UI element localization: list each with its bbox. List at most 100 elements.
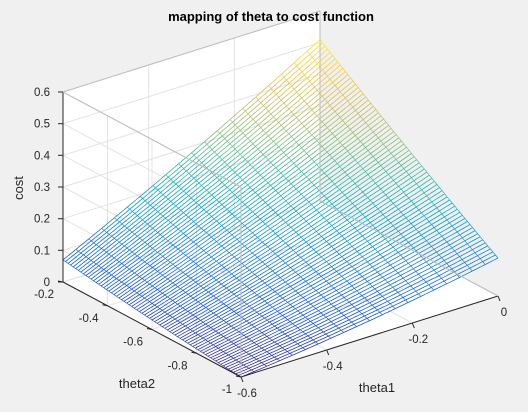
cost-surface[interactable] [62,39,499,378]
surface-mesh-segment [124,268,130,273]
surface-mesh-segment [253,283,259,287]
surface-mesh-segment [378,256,383,260]
surface-mesh-segment [404,250,410,254]
surface-mesh-segment [214,316,219,320]
surface-mesh-segment [254,234,258,238]
surface-mesh-segment [70,261,76,266]
surface-mesh-segment [324,120,330,126]
surface-mesh-segment [381,202,387,207]
surface-mesh-segment [267,282,272,286]
surface-mesh-segment [164,206,170,211]
surface-mesh-segment [272,267,278,272]
surface-mesh-segment [323,312,328,316]
surface-mesh-segment [356,261,361,265]
grid-line-z-back [62,73,321,156]
surface-mesh-segment [342,306,348,310]
surface-mesh-segment [267,300,272,304]
surface-mesh-segment [144,238,150,243]
surface-mesh-segment [289,114,295,119]
surface-mesh-segment [280,258,284,261]
surface-mesh-segment [217,340,222,343]
surface-mesh-segment [216,220,220,224]
surface-mesh-segment [134,287,139,292]
surface-mesh-segment [414,209,420,213]
surface-mesh-segment [212,267,218,272]
surface-mesh-segment [337,301,343,305]
surface-mesh-segment [437,257,442,261]
surface-mesh-segment [145,290,151,294]
surface-mesh-segment [369,115,375,120]
surface-mesh-segment [286,292,292,297]
surface-mesh-segment [295,271,299,275]
surface-mesh-segment [219,336,224,340]
surface-mesh-segment [151,195,157,200]
surface-mesh-segment [363,125,369,130]
surface-mesh-segment [234,191,240,196]
surface-mesh-segment [183,212,187,216]
surface-mesh-segment [256,127,261,132]
surface-mesh-segment [216,318,222,322]
surface-mesh-segment [429,269,435,273]
surface-mesh-segment [139,297,145,302]
surface-mesh-segment [277,181,282,186]
surface-mesh-segment [176,230,182,235]
surface-mesh-segment [275,230,280,234]
surface-mesh-segment [226,356,232,360]
surface-mesh-segment [289,335,295,339]
surface-mesh-segment [379,291,385,295]
surface-mesh-segment [93,242,97,245]
surface-mesh-segment [305,218,311,222]
surface-mesh-segment [248,366,254,369]
surface-mesh-segment [350,295,356,298]
surface-mesh-segment [345,94,350,99]
surface-mesh-segment [435,241,441,245]
surface-mesh-segment [134,294,140,298]
surface-mesh-segment [334,132,340,137]
surface-mesh-segment [379,264,384,268]
surface-mesh-segment [312,140,318,145]
surface-mesh-segment [426,192,432,197]
surface-mesh-segment [311,201,316,206]
surface-mesh-segment [335,189,340,193]
surface-mesh-segment [297,290,303,294]
surface-mesh-segment [256,160,262,165]
surface-mesh-segment [266,275,272,279]
surface-mesh-segment [157,252,161,255]
surface-mesh-segment [137,239,143,244]
surface-mesh-segment [332,297,338,300]
surface-mesh-segment [273,349,279,352]
surface-mesh-segment [466,232,471,236]
surface-mesh-segment [302,297,306,300]
surface-mesh-segment [274,131,280,136]
surface-mesh-segment [185,306,190,310]
surface-mesh-segment [205,289,209,293]
surface-mesh-segment [193,218,199,222]
surface-mesh-segment [206,256,212,261]
surface-mesh-segment [248,338,252,342]
grid-line-y-floor [107,224,365,307]
surface-mesh-segment [264,317,268,321]
surface-mesh-segment [249,103,255,108]
surface-mesh-segment [364,235,370,239]
surface-mesh-segment [280,214,286,218]
surface-mesh-segment [276,172,282,177]
surface-mesh-segment [348,253,354,257]
surface-mesh-segment [282,329,287,333]
surface-mesh-segment [466,254,471,258]
surface-mesh-segment [181,193,187,198]
surface-mesh-segment [311,43,316,48]
surface-mesh-segment [279,358,284,362]
surface-mesh-segment [391,296,397,300]
surface-mesh-segment [292,285,298,290]
surface-mesh-segment [398,159,404,163]
surface-mesh-segment [198,246,202,249]
surface-mesh-segment [367,122,373,127]
surface-mesh-segment [297,325,303,329]
surface-mesh-segment [203,285,208,289]
surface-mesh-segment [457,259,463,263]
surface-mesh-segment [116,215,122,221]
surface-mesh-segment [282,331,286,335]
surface-mesh-segment [294,120,300,125]
surface-mesh-segment [389,254,395,258]
